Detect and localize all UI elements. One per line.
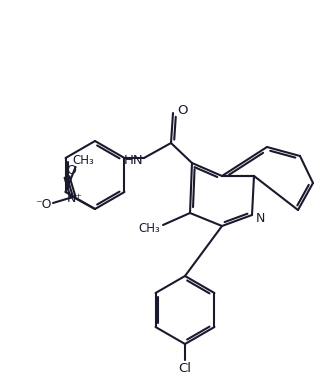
Text: Cl: Cl — [178, 362, 192, 375]
Text: N: N — [255, 212, 265, 224]
Text: CH₃: CH₃ — [73, 154, 94, 167]
Text: HN: HN — [124, 154, 144, 167]
Text: O: O — [178, 104, 188, 117]
Text: O: O — [66, 163, 76, 176]
Text: CH₃: CH₃ — [138, 221, 160, 235]
Text: N⁺: N⁺ — [67, 192, 83, 204]
Text: ⁻O: ⁻O — [35, 197, 51, 210]
